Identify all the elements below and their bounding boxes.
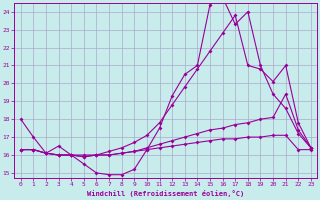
X-axis label: Windchill (Refroidissement éolien,°C): Windchill (Refroidissement éolien,°C) xyxy=(87,190,244,197)
